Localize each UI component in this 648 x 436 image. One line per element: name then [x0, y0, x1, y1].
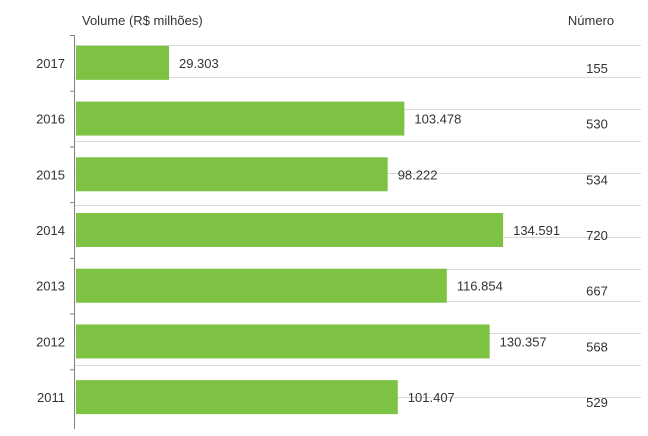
value-label-2013: 116.854: [457, 279, 503, 294]
bar-2013: [76, 268, 447, 303]
category-label-2017: 2017: [36, 56, 65, 71]
value-label-2017: 29.303: [179, 56, 219, 71]
count-label-2015: 534: [586, 172, 608, 187]
value-label-2016: 103.478: [414, 112, 461, 127]
bar-2011: [76, 380, 398, 415]
category-label-2011: 2011: [37, 390, 65, 405]
bar-2012: [76, 324, 490, 359]
count-label-2017: 155: [586, 61, 608, 76]
bar-2016: [76, 101, 405, 136]
value-label-2015: 98.222: [398, 167, 438, 182]
bar-layer: [76, 45, 504, 415]
count-label-2013: 667: [586, 284, 608, 299]
count-label-2016: 530: [586, 117, 608, 132]
count-label-2014: 720: [586, 228, 608, 243]
category-label-2015: 2015: [36, 167, 65, 182]
count-label-2012: 568: [586, 339, 608, 354]
category-label-2016: 2016: [36, 112, 65, 127]
bar-2015: [76, 157, 388, 192]
category-label-2013: 2013: [36, 279, 65, 294]
bar-2017: [76, 45, 169, 80]
category-label-2014: 2014: [36, 223, 65, 238]
value-label-2011: 101.407: [408, 390, 455, 405]
count-column-title: Número: [568, 13, 614, 28]
bar-2014: [76, 213, 504, 247]
count-label-2011: 529: [586, 395, 608, 410]
value-label-2012: 130.357: [500, 334, 547, 349]
volume-axis-title: Volume (R$ milhões): [82, 13, 203, 28]
label-layer: 2017 29.303 155 2016 103.478 530 2015 98.222 534…: [36, 35, 608, 410]
category-label-2012: 2012: [36, 334, 65, 349]
value-label-2014: 134.591: [513, 223, 560, 238]
